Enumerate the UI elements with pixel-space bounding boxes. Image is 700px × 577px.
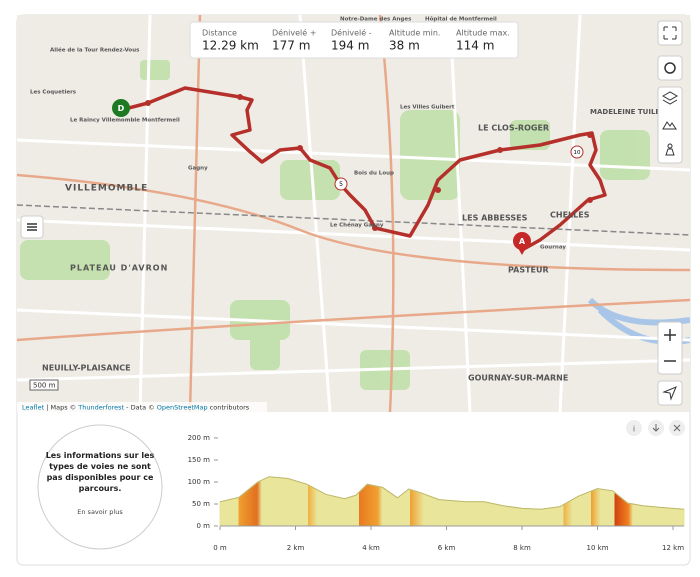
map-controls[interactable] xyxy=(20,20,683,406)
stat-value: 38 m xyxy=(389,39,420,53)
start-label: D xyxy=(118,104,125,113)
map: Notre-Dame des Anges Hôpital de Montferm… xyxy=(17,15,690,412)
y-tick-label: 50 m xyxy=(192,500,210,508)
stat-label: Altitude min. xyxy=(389,29,440,38)
stat-label: Distance xyxy=(202,29,237,38)
waypoint[interactable] xyxy=(334,177,348,191)
map-label: VILLEMOMBLE xyxy=(65,184,148,194)
scale-bar: 500 m xyxy=(29,379,59,391)
map-label: Les Coquetiers xyxy=(30,90,77,96)
x-tick-label: 12 km xyxy=(662,544,684,552)
map-label: MADELEINE TUILERIE xyxy=(590,108,673,116)
x-tick-label: 8 km xyxy=(513,544,531,552)
map-label: LES ABBESSES xyxy=(462,214,528,223)
end-marker[interactable] xyxy=(513,232,531,250)
stats-box xyxy=(189,21,519,59)
map-label: Le Raincy Villemomble Montfermeil xyxy=(70,118,180,124)
map-label: Les Villes Guibert xyxy=(400,105,455,111)
stat-label: Altitude max. xyxy=(456,29,510,38)
map-label: Allée de la Tour Rendez-Vous xyxy=(50,47,140,54)
map-label: PLATEAU D'AVRON xyxy=(70,264,168,273)
y-tick-label: 0 m xyxy=(197,522,211,530)
waypoint[interactable] xyxy=(570,145,584,159)
attribution: Leaflet | Maps © Thunderforest - Data © … xyxy=(22,404,250,412)
info-link[interactable]: En savoir plus xyxy=(77,508,123,516)
map-label: NEUILLY-PLAISANCE xyxy=(42,364,131,373)
info-text-box: Les informations sur les types de voies … xyxy=(45,451,155,493)
y-tick-label: 100 m xyxy=(188,478,211,486)
y-tick-label: 200 m xyxy=(188,434,211,442)
info-text: Les informations sur les types de voies … xyxy=(45,451,155,493)
svg-text:i: i xyxy=(633,425,635,434)
waypoint-label: 10 xyxy=(574,150,581,156)
stat-value: 114 m xyxy=(456,39,494,53)
x-tick-label: 6 km xyxy=(438,544,456,552)
map-label: LE CLOS-ROGER xyxy=(478,124,549,133)
stat-value: 194 m xyxy=(331,39,369,53)
waypoint-label: 5 xyxy=(339,181,343,188)
end-label: A xyxy=(519,237,526,246)
map-label: CHELLES xyxy=(550,211,590,220)
elevation-chart: 0 m 50 m 100 m 150 m 200 m 0 m 2 km 4 km 6 km 8 k… xyxy=(188,434,685,552)
chart-buttons[interactable]: i xyxy=(626,420,685,436)
x-tick-label: 4 km xyxy=(362,544,380,552)
map-label: Notre-Dame des Anges xyxy=(340,17,412,23)
map-label: Le Chénay Gagny xyxy=(330,222,384,229)
map-label: GOURNAY-SUR-MARNE xyxy=(468,374,568,383)
map-label: Gournay xyxy=(540,245,566,251)
stat-label: Dénivelé - xyxy=(331,28,372,38)
map-label: PASTEUR xyxy=(508,266,549,275)
map-label: Gagny xyxy=(188,166,208,172)
x-tick-label: 10 km xyxy=(587,544,609,552)
stat-value: 177 m xyxy=(272,39,310,53)
map-label: Hôpital de Montfermeil xyxy=(425,16,497,23)
x-tick-label: 2 km xyxy=(287,544,305,552)
stat-value: 12.29 km xyxy=(202,39,259,53)
x-tick-label: 0 m xyxy=(213,544,227,552)
route xyxy=(120,86,607,252)
info-circle xyxy=(37,424,163,550)
stat-label: Dénivelé + xyxy=(272,28,316,38)
y-tick-label: 150 m xyxy=(188,456,211,464)
start-marker[interactable] xyxy=(112,99,130,117)
svg-text:500 m: 500 m xyxy=(33,382,56,390)
elevation-line xyxy=(219,476,685,510)
map-label: Bois du Loup xyxy=(354,171,394,177)
